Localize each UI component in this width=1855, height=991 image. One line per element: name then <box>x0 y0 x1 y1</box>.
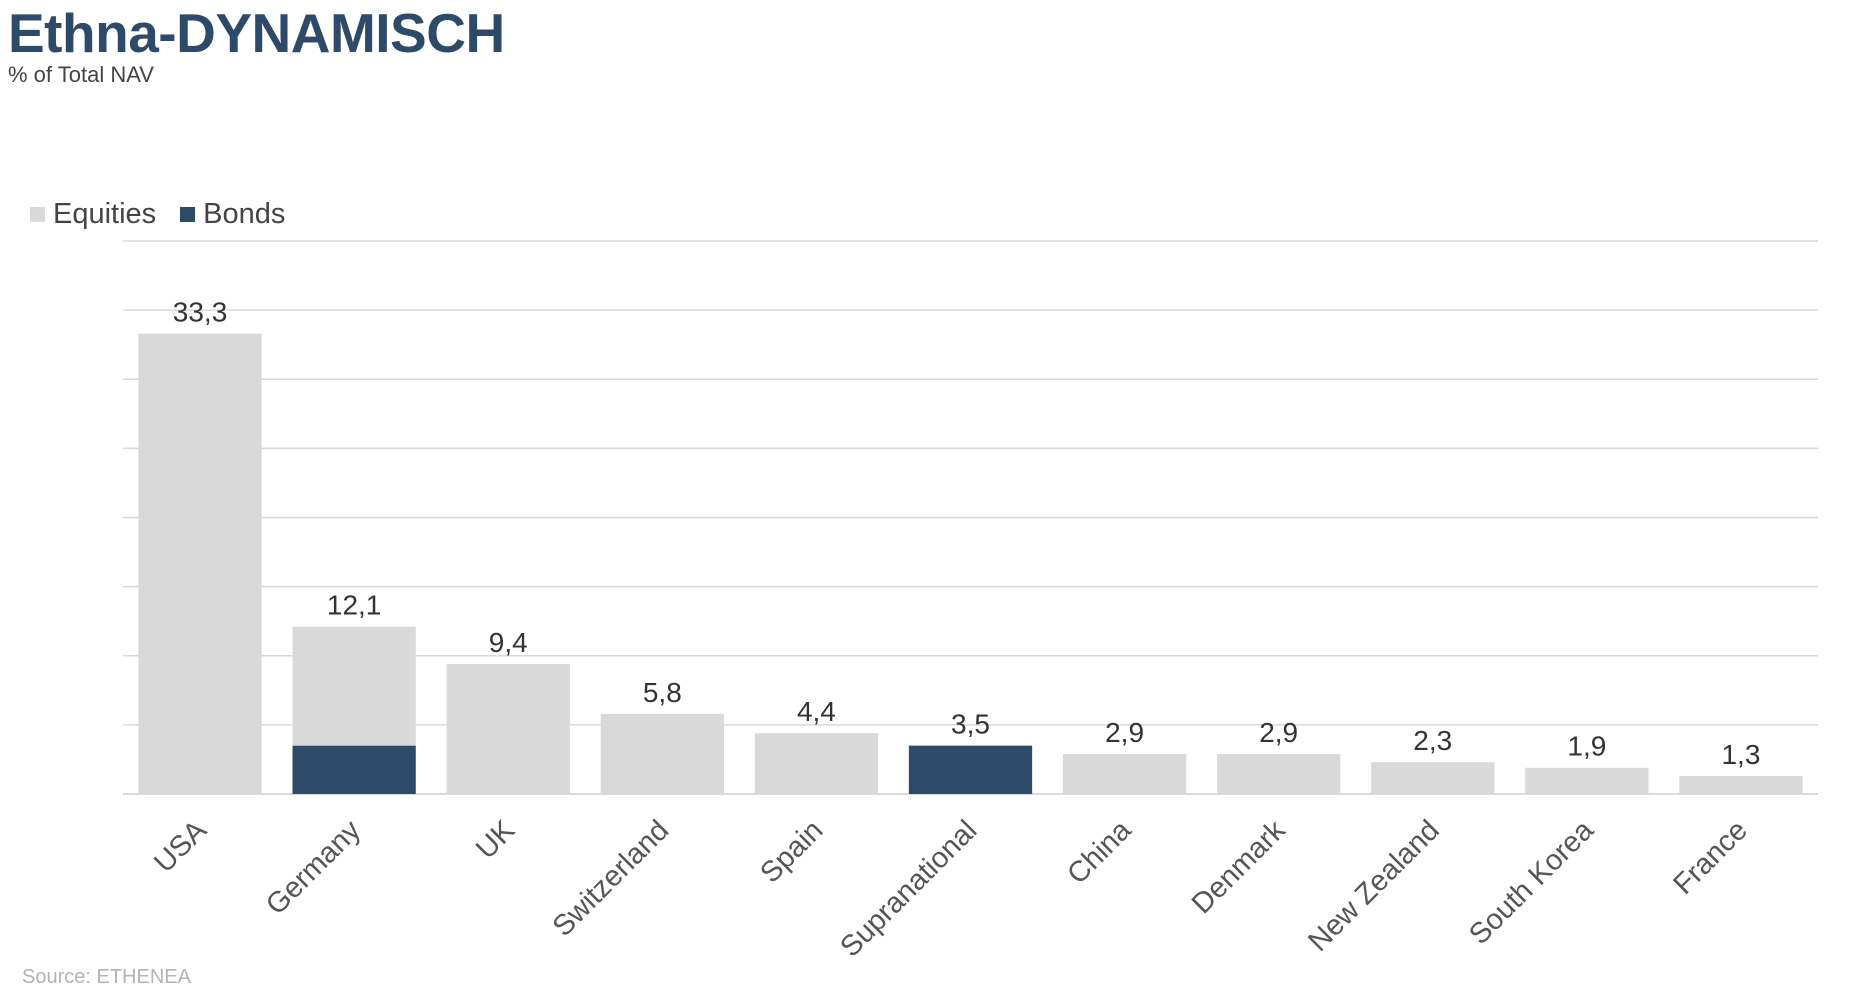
legend-item-bonds: Bonds <box>180 198 285 231</box>
chart-title: Ethna-DYNAMISCH <box>8 2 505 64</box>
data-label-uk: 9,4 <box>489 627 528 658</box>
data-label-china: 2,9 <box>1105 717 1144 748</box>
x-tick-label-usa: USA <box>148 814 213 879</box>
bar-bonds-supranational <box>908 745 1033 794</box>
source-note: Source: ETHENEA <box>22 966 191 988</box>
data-label-south-korea: 1,9 <box>1567 731 1606 762</box>
x-tick-label-denmark: Denmark <box>1186 814 1292 920</box>
x-tick-label-france: France <box>1667 814 1753 900</box>
chart-legend: Equities Bonds <box>30 198 309 231</box>
bar-bonds-germany <box>292 745 416 794</box>
bar-equities-new-zealand <box>1371 762 1495 794</box>
bar-equities-denmark <box>1217 753 1341 794</box>
data-label-switzerland: 5,8 <box>643 677 682 708</box>
data-label-supranational: 3,5 <box>951 709 990 740</box>
bar-equities-uk <box>446 664 570 794</box>
data-label-denmark: 2,9 <box>1259 717 1298 748</box>
x-tick-label-supranational: Supranational <box>834 814 983 963</box>
x-tick-label-new-zealand: New Zealand <box>1302 814 1445 957</box>
legend-item-equities: Equities <box>30 198 156 231</box>
data-label-germany: 12,1 <box>327 590 382 621</box>
data-label-usa: 33,3 <box>173 297 228 328</box>
bar-equities-china <box>1062 753 1187 794</box>
x-tick-label-china: China <box>1061 814 1138 891</box>
chart-subtitle: % of Total NAV <box>8 62 154 87</box>
bar-equities-france <box>1679 776 1803 794</box>
legend-label-equities: Equities <box>53 198 157 230</box>
data-label-spain: 4,4 <box>797 696 836 727</box>
bar-equities-spain <box>754 733 879 794</box>
legend-label-bonds: Bonds <box>203 198 286 230</box>
x-tick-label-spain: Spain <box>754 814 829 889</box>
data-label-new-zealand: 2,3 <box>1413 725 1452 756</box>
bar-equities-switzerland <box>600 713 724 794</box>
data-label-france: 1,3 <box>1721 739 1760 770</box>
bar-equities-usa <box>138 333 262 794</box>
bar-equities-germany <box>292 626 416 746</box>
bar-equities-south-korea <box>1525 767 1649 794</box>
x-tick-label-switzerland: Switzerland <box>547 814 676 943</box>
x-tick-label-uk: UK <box>470 814 522 866</box>
x-tick-label-germany: Germany <box>260 814 367 921</box>
legend-swatch-bonds <box>180 207 196 222</box>
legend-swatch-equities <box>30 207 45 222</box>
x-tick-label-south-korea: South Korea <box>1463 814 1600 951</box>
